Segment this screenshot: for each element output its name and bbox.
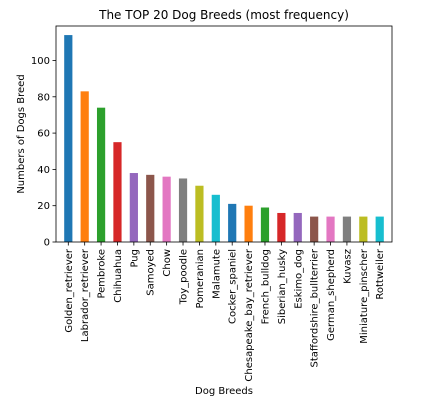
bar-siberian-husky bbox=[277, 212, 286, 242]
x-tick-label: Miniature_pinscher bbox=[359, 248, 370, 344]
y-tick-label: 20 bbox=[37, 201, 50, 212]
bar-rottweiler bbox=[375, 216, 384, 242]
bars-group bbox=[64, 35, 384, 243]
chart-title: The TOP 20 Dog Breeds (most frequency) bbox=[98, 8, 349, 22]
bar-malamute bbox=[211, 194, 220, 242]
x-axis: Golden_retriever Labrador_retriever Pembro… bbox=[64, 242, 386, 382]
x-tick-label: Pomeranian bbox=[195, 249, 206, 309]
bar-toy-poodle bbox=[178, 178, 188, 242]
y-tick-label: 0 bbox=[44, 238, 50, 249]
y-tick-label: 100 bbox=[31, 56, 50, 67]
bar-chow bbox=[162, 176, 171, 242]
x-tick-label: Pug bbox=[129, 249, 140, 268]
bar-german-shepherd bbox=[326, 216, 335, 242]
x-tick-label: Toy_poodle bbox=[179, 249, 190, 305]
bar-chihuahua bbox=[113, 142, 122, 242]
bar-pomeranian bbox=[195, 185, 204, 242]
bar-miniature-pinscher bbox=[359, 216, 368, 242]
bar-samoyed bbox=[146, 174, 155, 242]
bar-pug bbox=[129, 173, 138, 242]
x-tick-label: Cocker_spaniel bbox=[228, 249, 239, 324]
bar-staffordshire-bullterrier bbox=[310, 216, 319, 242]
x-tick-label: Eskimo_dog bbox=[293, 249, 304, 309]
y-axis-label: Numbers of Dogs Breed bbox=[16, 74, 27, 193]
x-tick-label: Golden_retriever bbox=[64, 248, 75, 333]
x-tick-label: Malamute bbox=[211, 249, 222, 299]
x-tick-label: Chow bbox=[162, 249, 173, 277]
x-tick-label: Rottweiler bbox=[375, 248, 386, 299]
y-tick-label: 40 bbox=[37, 165, 50, 176]
bar-chesapeake-bay-retriever bbox=[244, 205, 253, 242]
bar-golden-retriever bbox=[64, 35, 73, 242]
x-tick-label: Samoyed bbox=[146, 249, 157, 296]
bar-cocker-spaniel bbox=[228, 203, 237, 242]
x-tick-label: Staffordshire_bullterrier bbox=[310, 248, 321, 367]
bar-eskimo-dog bbox=[293, 212, 302, 242]
x-axis-label: Dog Breeds bbox=[195, 386, 253, 397]
x-tick-label: Chihuahua bbox=[113, 249, 124, 303]
x-tick-label: Pembroke bbox=[97, 249, 108, 299]
bar-labrador-retriever bbox=[80, 91, 89, 242]
plot-frame bbox=[55, 25, 393, 243]
bar-kuvasz bbox=[342, 216, 352, 242]
x-tick-label: Labrador_retriever bbox=[80, 248, 91, 342]
x-tick-label: French_bulldog bbox=[260, 249, 271, 324]
bar-french-bulldog bbox=[260, 207, 270, 242]
x-tick-label: Siberian_husky bbox=[277, 249, 288, 324]
y-tick-label: 80 bbox=[37, 92, 50, 103]
y-tick-label: 60 bbox=[37, 129, 50, 140]
bar-pembroke bbox=[96, 107, 106, 243]
x-tick-label: Kuvasz bbox=[342, 249, 353, 284]
x-tick-label: Chesapeake_bay_retriever bbox=[244, 248, 255, 381]
x-tick-label: German_shepherd bbox=[326, 249, 337, 341]
y-axis: 0 20 40 60 80 100 bbox=[31, 56, 56, 249]
